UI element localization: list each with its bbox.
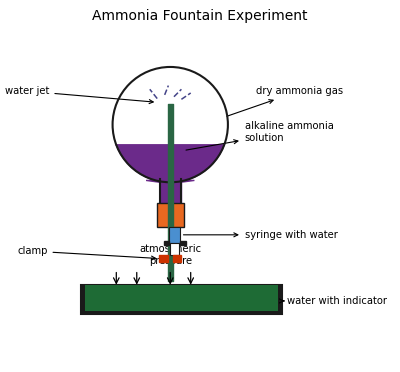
Bar [81, 285, 282, 314]
Polygon shape [116, 145, 224, 182]
Polygon shape [164, 241, 170, 245]
Bar [170, 227, 180, 243]
Bar [157, 203, 184, 227]
Text: clamp: clamp [17, 246, 156, 260]
Text: alkaline ammonia
solution: alkaline ammonia solution [186, 121, 334, 150]
Polygon shape [160, 182, 181, 203]
Text: water jet: water jet [5, 86, 153, 104]
Text: atmospheric
pressure: atmospheric pressure [139, 244, 201, 266]
Bar [85, 285, 278, 311]
Polygon shape [160, 255, 168, 262]
Polygon shape [146, 180, 194, 182]
Text: Ammonia Fountain Experiment: Ammonia Fountain Experiment [92, 9, 308, 23]
Polygon shape [180, 241, 186, 245]
Text: dry ammonia gas: dry ammonia gas [227, 86, 343, 116]
Bar [170, 243, 179, 255]
Text: syringe with water: syringe with water [184, 230, 338, 240]
Text: water with indicator: water with indicator [279, 296, 388, 306]
Polygon shape [173, 255, 181, 262]
